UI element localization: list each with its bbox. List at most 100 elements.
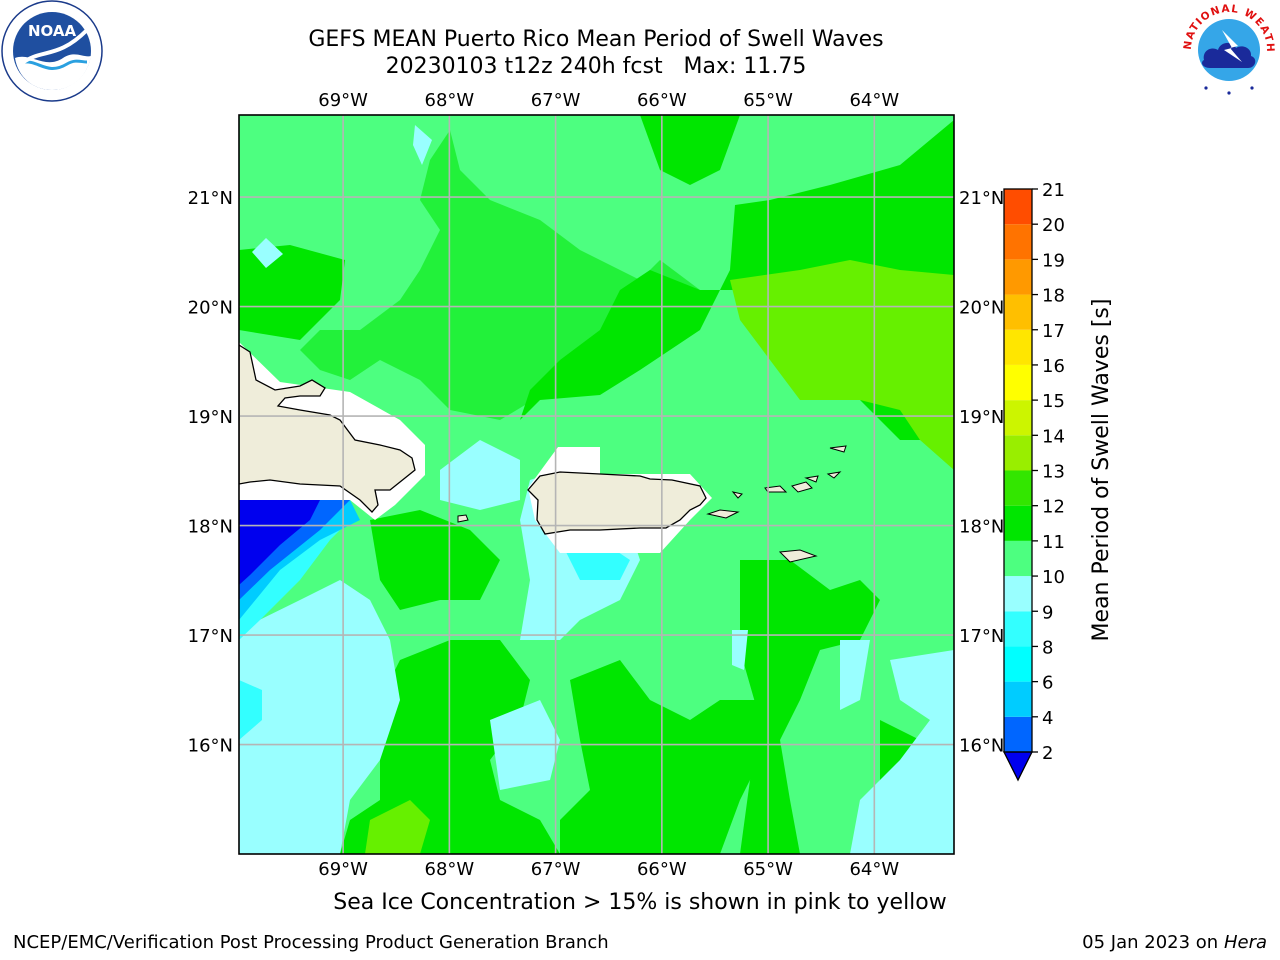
lat-label-right: 17°N xyxy=(959,626,1004,647)
map-gridlines xyxy=(239,115,954,854)
colorbar-tick-label: 20 xyxy=(1042,215,1065,236)
st-croix-island xyxy=(778,549,818,563)
swell-region-10-11 xyxy=(560,660,760,854)
virgin-island xyxy=(764,485,788,493)
lon-label-bottom: 67°W xyxy=(531,859,581,880)
colorbar-tick-label: 19 xyxy=(1042,250,1065,271)
nws-logo-icon: NATIONAL WEATHER SERVICE xyxy=(1178,0,1277,98)
colorbar-swatch xyxy=(1004,681,1032,717)
swell-region-8-9 xyxy=(440,440,520,510)
lon-label-top: 64°W xyxy=(849,90,899,111)
lat-label-right: 16°N xyxy=(959,736,1004,757)
colorbar-swatch xyxy=(1004,540,1032,577)
colorbar-tick-label: 16 xyxy=(1042,356,1065,377)
colorbar-tick-label: 2 xyxy=(1042,743,1053,764)
colorbar-tick-label: 18 xyxy=(1042,286,1065,307)
swell-region-10-11 xyxy=(740,560,880,854)
vieques-island xyxy=(706,509,740,519)
lat-labels-left: 21°N 20°N 19°N 18°N 17°N 16°N xyxy=(188,188,233,756)
swell-region-8-9 xyxy=(252,238,283,268)
lat-label-left: 16°N xyxy=(188,736,233,757)
lon-label-bottom: 65°W xyxy=(743,859,793,880)
colorbar-tick-label: 15 xyxy=(1042,391,1065,412)
lat-label-left: 21°N xyxy=(188,188,233,209)
footer-right: 05 Jan 2023 on Hera xyxy=(1082,932,1267,953)
colorbar: 2 4 6 8 9 10 11 12 13 14 15 16 17 18 19 20 21 Mean Perio… xyxy=(1002,180,1114,782)
lat-label-right: 18°N xyxy=(959,517,1004,538)
hispaniola-land xyxy=(239,344,416,513)
lon-label-bottom: 66°W xyxy=(637,859,687,880)
colorbar-swatch xyxy=(1004,611,1032,647)
swell-region-10-11 xyxy=(300,130,700,420)
lon-label-bottom: 68°W xyxy=(425,859,475,880)
colorbar-tick-label: 11 xyxy=(1042,532,1065,553)
swell-region-10-11 xyxy=(370,510,500,610)
colorbar-tick-label: 6 xyxy=(1042,673,1053,694)
colorbar-tick-labels: 2 4 6 8 9 10 11 12 13 14 15 16 17 18 19 20 21 xyxy=(1032,180,1065,764)
colorbar-swatch xyxy=(1004,646,1032,682)
lat-label-right: 19°N xyxy=(959,407,1004,428)
swell-region-11-12 xyxy=(365,800,430,854)
lat-label-left: 17°N xyxy=(188,626,233,647)
lat-label-left: 20°N xyxy=(188,298,233,319)
map-frame xyxy=(238,114,955,855)
mona-island xyxy=(457,514,469,523)
colorbar-swatches xyxy=(1004,189,1032,752)
colorbar-swatch xyxy=(1004,189,1032,225)
colorbar-tick-label: 17 xyxy=(1042,321,1065,342)
swell-region-6-8 xyxy=(239,680,262,740)
lon-label-bottom: 69°W xyxy=(318,859,368,880)
virgin-island xyxy=(826,471,842,479)
swell-region-8-9 xyxy=(413,125,432,165)
swell-region-6-8 xyxy=(239,520,350,640)
colorbar-swatch xyxy=(1004,435,1032,471)
map-field xyxy=(239,115,954,854)
footer-date: 05 Jan 2023 on xyxy=(1082,932,1224,953)
colorbar-tick-label: 10 xyxy=(1042,567,1065,588)
colorbar-swatch xyxy=(1004,294,1032,330)
colorbar-swatch xyxy=(1004,716,1032,752)
lon-labels-top: 69°W 68°W 67°W 66°W 65°W 64°W xyxy=(318,90,899,111)
colorbar-swatch xyxy=(1004,259,1032,295)
lat-label-left: 18°N xyxy=(188,517,233,538)
noaa-logo-icon: NOAA xyxy=(1,0,103,102)
colorbar-swatch xyxy=(1004,400,1032,436)
lon-label-top: 65°W xyxy=(743,90,793,111)
lon-label-bottom: 64°W xyxy=(849,859,899,880)
sea-ice-caption: Sea Ice Concentration > 15% is shown in … xyxy=(333,890,947,915)
colorbar-swatch xyxy=(1004,364,1032,401)
colorbar-swatch xyxy=(1004,329,1032,365)
footer-left: NCEP/EMC/Verification Post Processing Pr… xyxy=(13,932,609,953)
swell-region-4-6 xyxy=(239,500,360,620)
swell-region-8-9 xyxy=(850,650,954,854)
swell-region-8-9 xyxy=(239,580,400,854)
colorbar-label: Mean Period of Swell Waves [s] xyxy=(1089,299,1114,642)
colorbar-tick-label: 21 xyxy=(1042,180,1065,201)
lon-label-top: 67°W xyxy=(531,90,581,111)
colorbar-extend-triangle xyxy=(1002,751,1034,782)
swell-region-8-9 xyxy=(732,630,748,670)
swell-region-lt2 xyxy=(239,500,320,585)
lon-label-top: 68°W xyxy=(425,90,475,111)
lon-label-top: 66°W xyxy=(637,90,687,111)
colorbar-tick-label: 14 xyxy=(1042,426,1065,447)
colorbar-tick-label: 13 xyxy=(1042,462,1065,483)
footer-machine: Hera xyxy=(1223,932,1267,953)
culebra-island xyxy=(731,491,743,499)
colorbar-swatch xyxy=(1004,576,1032,612)
colorbar-swatch xyxy=(1004,224,1032,260)
lat-label-right: 20°N xyxy=(959,298,1004,319)
swell-region-8-9 xyxy=(840,640,870,710)
anegada-island xyxy=(829,445,847,453)
lat-label-right: 21°N xyxy=(959,188,1004,209)
colorbar-swatch xyxy=(1004,505,1032,541)
colorbar-swatch xyxy=(1004,470,1032,506)
virgin-island xyxy=(791,481,813,493)
noaa-logo-text: NOAA xyxy=(28,22,77,40)
lat-label-left: 19°N xyxy=(188,407,233,428)
colorbar-tick-label: 12 xyxy=(1042,497,1065,518)
swell-region-10-11 xyxy=(640,115,740,185)
swell-region-10-11 xyxy=(239,245,345,340)
colorbar-tick-label: 9 xyxy=(1042,602,1053,623)
